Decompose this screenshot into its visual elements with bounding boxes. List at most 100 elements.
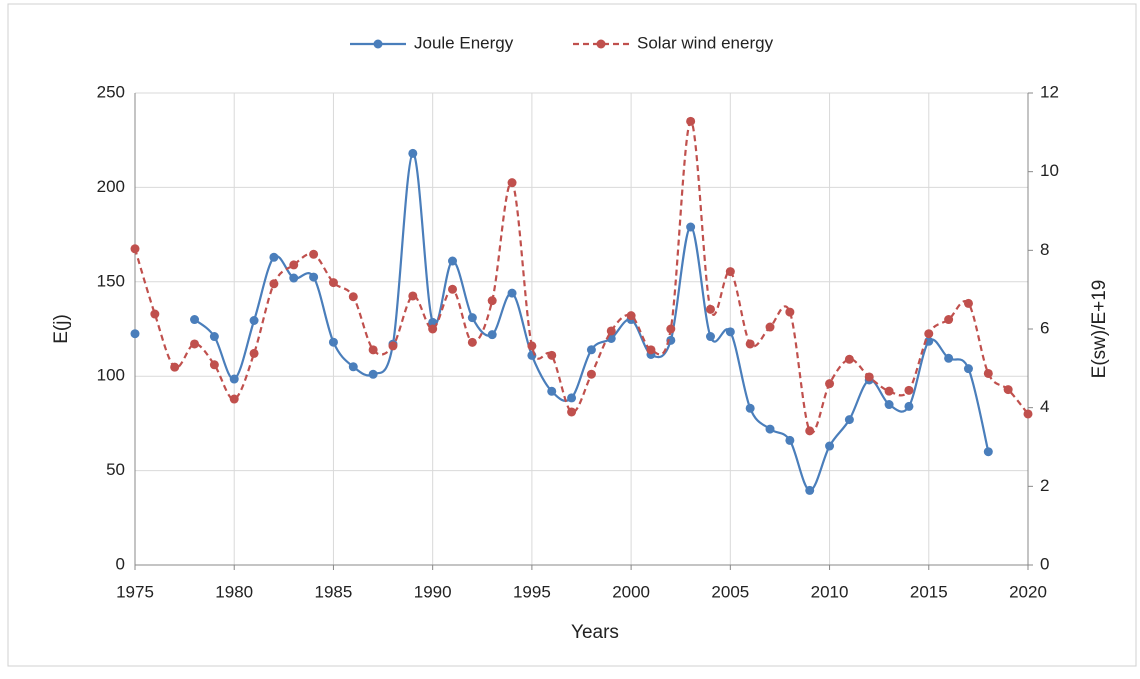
data-point: [368, 345, 378, 355]
y-tick-label: 250: [97, 82, 125, 101]
data-point: [448, 256, 458, 266]
legend-marker: [373, 39, 383, 49]
data-point: [983, 368, 993, 378]
data-point: [328, 337, 338, 347]
data-point: [289, 273, 299, 283]
data-point: [408, 148, 418, 158]
data-point: [765, 322, 775, 332]
data-point: [626, 311, 636, 321]
legend-marker: [596, 39, 606, 49]
chart-frame: [7, 3, 1137, 667]
data-point: [944, 353, 954, 363]
data-point: [944, 315, 954, 325]
y2-axis-title: E(sw)/E+19: [1089, 280, 1110, 379]
x-tick-label: 2015: [910, 582, 948, 601]
data-point: [606, 326, 616, 336]
y-tick-label: 150: [97, 271, 125, 290]
data-point: [249, 316, 259, 326]
data-point: [269, 252, 279, 262]
data-point: [586, 369, 596, 379]
y2-tick-label: 2: [1040, 476, 1049, 495]
data-point: [527, 341, 537, 351]
data-point: [963, 298, 973, 308]
y-axis-title: E(j): [51, 314, 72, 344]
data-point: [130, 329, 140, 339]
data-point: [348, 362, 358, 372]
data-point: [487, 296, 497, 306]
data-point: [328, 278, 338, 288]
x-tick-label: 2020: [1009, 582, 1047, 601]
data-point: [646, 345, 656, 355]
data-point: [686, 116, 696, 126]
data-point: [1003, 385, 1013, 395]
data-point: [190, 339, 200, 349]
data-point: [725, 327, 735, 337]
data-point: [567, 407, 577, 417]
data-point: [805, 426, 815, 436]
data-point: [785, 307, 795, 317]
x-tick-label: 1995: [513, 582, 551, 601]
data-point: [190, 315, 200, 325]
data-point: [209, 332, 219, 342]
data-point: [666, 324, 676, 334]
data-point: [428, 317, 438, 327]
data-point: [705, 332, 715, 342]
data-point: [388, 341, 398, 351]
data-point: [289, 260, 299, 270]
data-point: [745, 339, 755, 349]
data-point: [586, 345, 596, 355]
data-point: [765, 424, 775, 434]
y-tick-label: 50: [106, 460, 125, 479]
data-point: [309, 272, 319, 282]
data-point: [408, 291, 418, 301]
data-point: [904, 401, 914, 411]
data-point: [130, 244, 140, 254]
data-point: [467, 313, 477, 323]
data-point: [547, 350, 557, 360]
data-point: [983, 447, 993, 457]
data-point: [686, 222, 696, 232]
x-tick-label: 2010: [811, 582, 849, 601]
data-point: [825, 441, 835, 451]
y-tick-label: 100: [97, 366, 125, 385]
data-point: [785, 435, 795, 445]
y-tick-label: 0: [116, 554, 125, 573]
data-point: [844, 415, 854, 425]
data-point: [249, 348, 259, 358]
y2-tick-label: 12: [1040, 82, 1059, 101]
y2-tick-label: 8: [1040, 240, 1049, 259]
data-point: [209, 360, 219, 370]
series-line: [133, 120, 1029, 434]
data-point: [309, 249, 319, 259]
data-point: [448, 284, 458, 294]
x-tick-label: 1975: [116, 582, 154, 601]
legend-label: Joule Energy: [414, 33, 514, 52]
data-point: [487, 330, 497, 340]
data-point: [467, 337, 477, 347]
data-point: [428, 324, 438, 334]
data-point: [150, 309, 160, 319]
data-point: [1023, 409, 1033, 419]
x-tick-label: 1985: [315, 582, 353, 601]
data-point: [507, 288, 517, 298]
data-point: [547, 386, 557, 396]
data-point: [705, 304, 715, 314]
data-point: [725, 267, 735, 277]
data-point: [507, 178, 517, 188]
y2-tick-label: 4: [1040, 397, 1049, 416]
y2-tick-label: 0: [1040, 554, 1049, 573]
series-line: [193, 152, 990, 492]
x-tick-label: 2005: [711, 582, 749, 601]
data-point: [170, 362, 180, 372]
data-point: [805, 485, 815, 495]
data-point: [864, 372, 874, 382]
x-tick-label: 2000: [612, 582, 650, 601]
data-point: [229, 394, 239, 404]
data-point: [884, 400, 894, 410]
legend-label: Solar wind energy: [637, 33, 774, 52]
data-point: [229, 374, 239, 384]
data-point: [904, 385, 914, 395]
x-axis-title: Years: [571, 622, 619, 643]
y2-tick-label: 6: [1040, 318, 1049, 337]
